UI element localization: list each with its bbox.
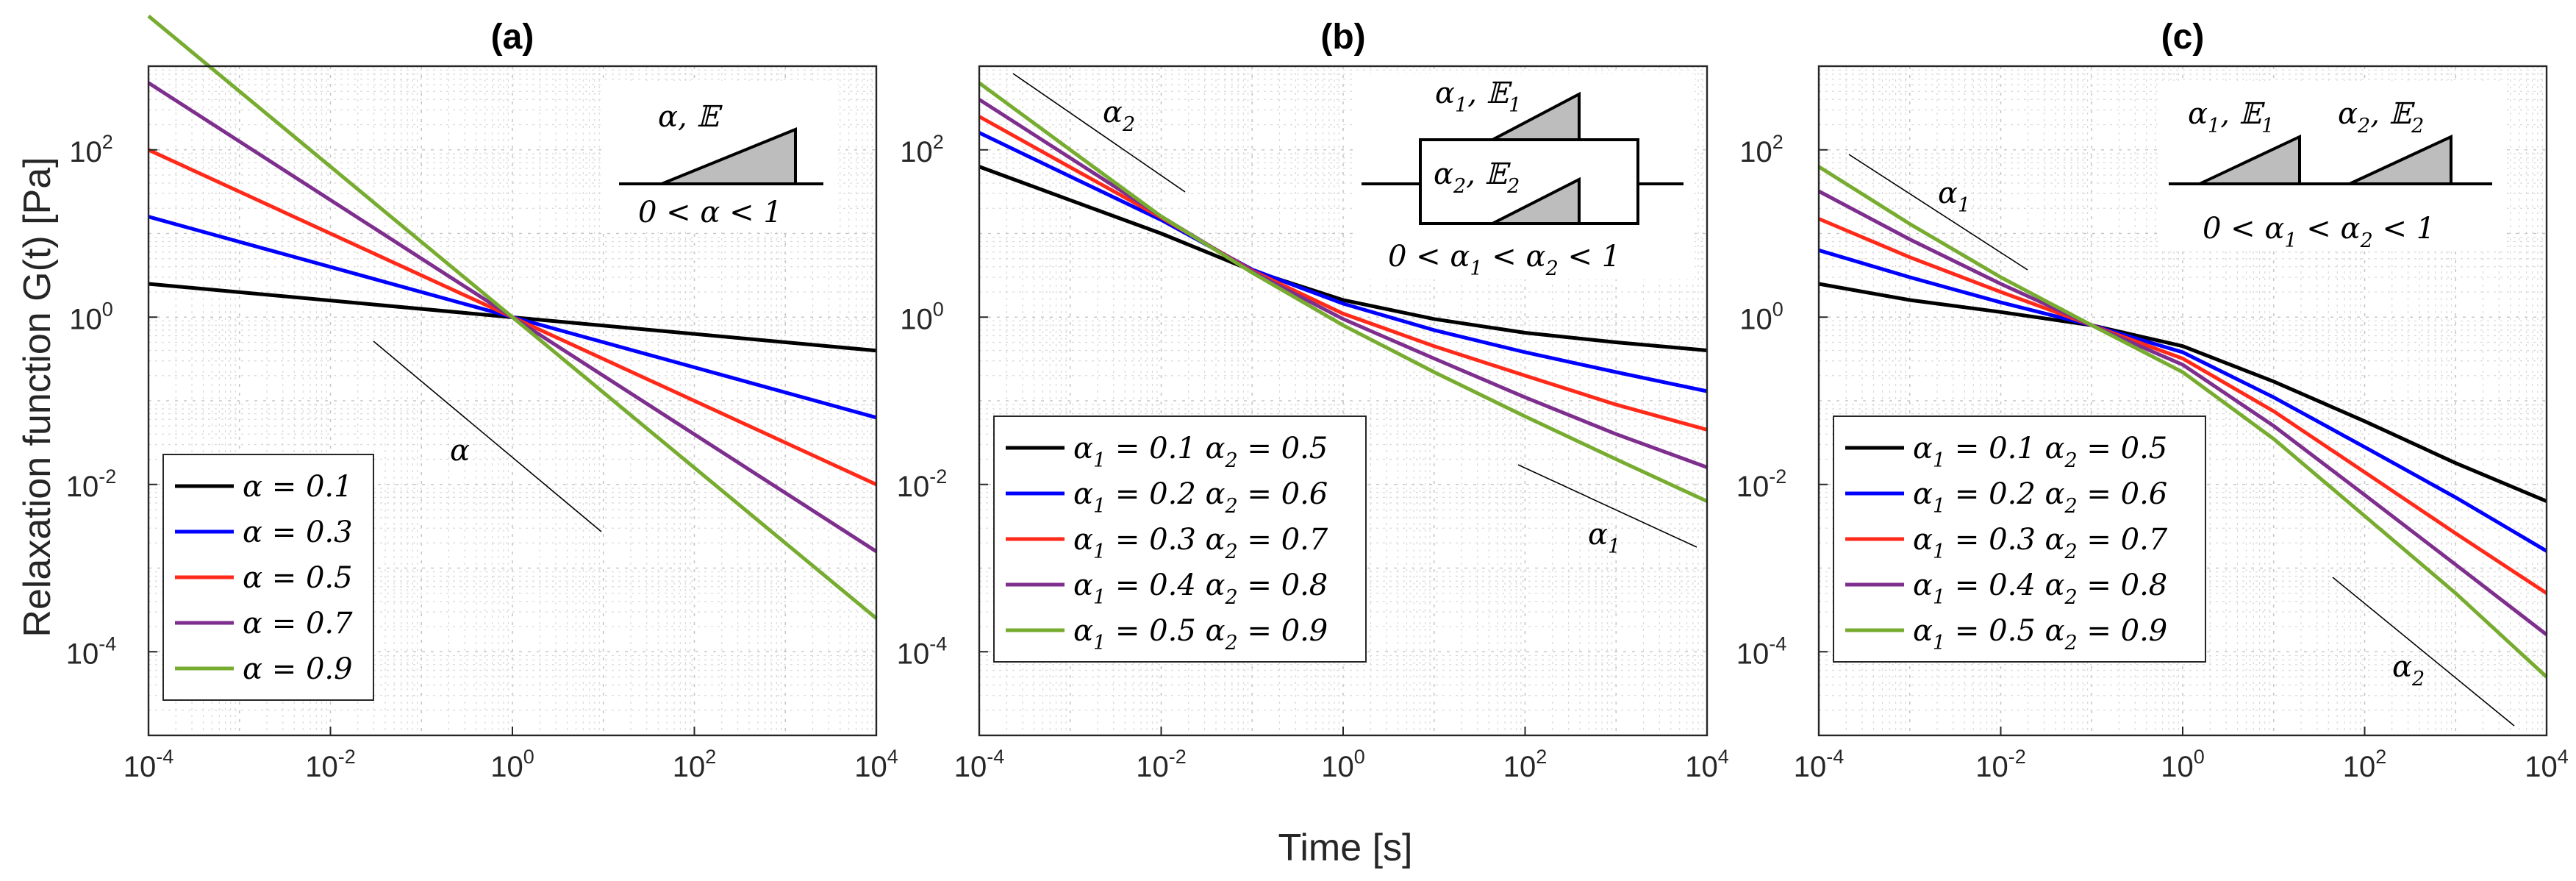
- panel-a-legend-label: α = 0.1: [243, 470, 353, 504]
- panel-a-y-tick-label: 100: [69, 298, 113, 335]
- panel-c-series-5: [1817, 165, 2548, 679]
- panel-c-annotations: α1 α2 α1, 𝔼1 α2, 𝔼2 0 < α1 < α2 < 1: [1848, 81, 2515, 727]
- panel-b-y-tick-label: 10-4: [897, 632, 948, 670]
- panel-a-legend: α = 0.1 α = 0.3 α = 0.5 α = 0.7 α = 0.9: [162, 454, 374, 701]
- panel-c-x-tick-label: 104: [2525, 746, 2569, 783]
- panel-a-y-tick-label: 10-2: [66, 466, 117, 503]
- panel-c-y-tick-label: 10-4: [1736, 632, 1787, 670]
- panel-c-x-tick-label: 10-4: [1794, 746, 1845, 783]
- panel-c-schematic-condition: 0 < α1 < α2 < 1: [2203, 212, 2435, 252]
- panel-a-series-5: [147, 14, 878, 620]
- panel-a-x-tick-label: 100: [490, 746, 534, 783]
- panel-b-annotations: α2 α1 α1, 𝔼1 α2, 𝔼2 0 < α1 < α2 < 1: [1012, 73, 1697, 558]
- panel-b: 10-4 10-2 100 102 104 10-4 10-2 100 102 (b) α1 = 0…: [897, 18, 1729, 783]
- panel-c-legend-label: α1 = 0.5 α2 = 0.9: [1913, 614, 2167, 654]
- panel-a-schematic-condition: 0 < α < 1: [638, 196, 782, 229]
- panel-b-y-tick-label: 100: [900, 298, 944, 335]
- panel-b-y-tick-label: 10-2: [897, 466, 948, 503]
- panel-a-y-tick-label: 102: [69, 131, 113, 168]
- panel-c-schematic-label-left: α1, 𝔼1: [2188, 97, 2274, 138]
- panel-c-slope-label-late: α2: [2392, 650, 2425, 691]
- panel-b-series-1: [978, 165, 1708, 352]
- panel-b-legend-label: α1 = 0.3 α2 = 0.7: [1073, 523, 1328, 563]
- panel-b-schematic-label-bottom: α2, 𝔼2: [1434, 157, 1520, 198]
- panel-b-slope-guide-late: [1517, 464, 1697, 548]
- panel-b-series-3: [978, 115, 1708, 432]
- panel-a-x-tick-label: 10-4: [124, 746, 174, 783]
- panel-b-slope-label-late: α1: [1588, 518, 1620, 558]
- panel-c-series-2: [1818, 248, 2548, 553]
- panel-a-slope-label: α: [450, 434, 470, 468]
- panel-b-title: (b): [1320, 18, 1365, 57]
- panel-a-annotations: α α, 𝔼 0 < α < 1: [373, 81, 838, 532]
- panel-b-schematic-condition: 0 < α1 < α2 < 1: [1388, 240, 1620, 280]
- panel-c-y-tick-label: 102: [1739, 131, 1783, 168]
- panel-a-y-tick-label: 10-4: [66, 632, 117, 670]
- panel-c-slope-guide-late: [2332, 577, 2515, 727]
- panel-a-schematic-element: [661, 127, 797, 185]
- panel-c-legend-label: α1 = 0.4 α2 = 0.8: [1913, 568, 2167, 609]
- panel-b-x-tick-label: 10-2: [1136, 746, 1187, 783]
- panel-b-x-tick-label: 100: [1321, 746, 1365, 783]
- panel-b-legend-label: α1 = 0.2 α2 = 0.6: [1073, 477, 1328, 518]
- panel-a: 10-4 10-2 100 102 104 10-4 10-2 100 102 (a) α = 0.…: [66, 14, 898, 783]
- panel-a-schematic-label: α, 𝔼: [658, 100, 723, 134]
- x-axis-title: Time [s]: [1278, 827, 1413, 869]
- panel-c-slope-guide-early: [1848, 154, 2028, 271]
- y-axis-title: Relaxation function G(t) [Pa]: [16, 157, 59, 637]
- panel-b-x-tick-label: 104: [1685, 746, 1729, 783]
- panel-c-slope-label-early: α1: [1938, 176, 1970, 217]
- panel-b-slope-label-early: α2: [1103, 96, 1135, 136]
- panel-c-title: (c): [2161, 18, 2205, 57]
- panel-c-schematic-label-right: α2, 𝔼2: [2338, 97, 2424, 138]
- panel-c-schematic-element-1: [2199, 134, 2301, 185]
- panel-b-legend-label: α1 = 0.5 α2 = 0.9: [1073, 614, 1328, 654]
- panel-a-legend-label: α = 0.5: [243, 561, 353, 595]
- panel-a-legend-label: α = 0.3: [243, 516, 353, 549]
- panel-b-schematic-label-top: α1, 𝔼1: [1435, 76, 1521, 117]
- panel-c-schematic-element-2: [2349, 134, 2452, 185]
- panel-b-series-5: [978, 81, 1709, 503]
- panel-b-y-tick-label: 102: [900, 131, 944, 168]
- panel-b-legend: α1 = 0.1 α2 = 0.5 α1 = 0.2 α2 = 0.6 α1 = 0…: [993, 415, 1367, 663]
- panel-c-x-tick-label: 100: [2161, 746, 2205, 783]
- panel-c-series-4: [1817, 189, 2548, 636]
- panel-b-x-tick-label: 102: [1503, 746, 1548, 783]
- panel-b-schematic-element-1: [1492, 91, 1581, 141]
- panel-c-y-tick-label: 100: [1739, 298, 1783, 335]
- panel-b-schematic-element-2: [1492, 176, 1581, 225]
- panel-c-series-3: [1818, 217, 2548, 595]
- panel-a-schematic-bg: [603, 81, 838, 228]
- panel-b-series-4: [978, 98, 1708, 469]
- panel-c-x-tick-label: 10-2: [1975, 746, 2026, 783]
- panel-a-x-tick-label: 10-2: [305, 746, 356, 783]
- panel-c-series-1: [1818, 282, 2547, 503]
- panel-c-legend-label: α1 = 0.2 α2 = 0.6: [1913, 477, 2167, 518]
- panel-a-x-tick-label: 102: [673, 746, 717, 783]
- panel-a-x-tick-label: 104: [854, 746, 898, 783]
- panel-b-legend-label: α1 = 0.4 α2 = 0.8: [1073, 568, 1328, 609]
- panel-b-legend-label: α1 = 0.1 α2 = 0.5: [1073, 432, 1328, 472]
- panel-b-x-tick-label: 10-4: [954, 746, 1005, 783]
- panel-c-y-tick-label: 10-2: [1736, 466, 1787, 503]
- panel-c-legend-label: α1 = 0.1 α2 = 0.5: [1913, 432, 2167, 472]
- panel-c-x-tick-label: 102: [2343, 746, 2387, 783]
- panel-a-legend-label: α = 0.7: [243, 607, 353, 641]
- panel-c-legend-label: α1 = 0.3 α2 = 0.7: [1913, 523, 2168, 563]
- panel-c-legend: α1 = 0.1 α2 = 0.5 α1 = 0.2 α2 = 0.6 α1 = 0…: [1833, 415, 2206, 663]
- panel-b-series-2: [978, 131, 1708, 393]
- panel-b-slope-guide-early: [1012, 73, 1186, 193]
- panel-a-title: (a): [491, 18, 534, 57]
- panel-a-legend-label: α = 0.9: [243, 652, 353, 686]
- panel-a-slope-guide: [373, 340, 602, 532]
